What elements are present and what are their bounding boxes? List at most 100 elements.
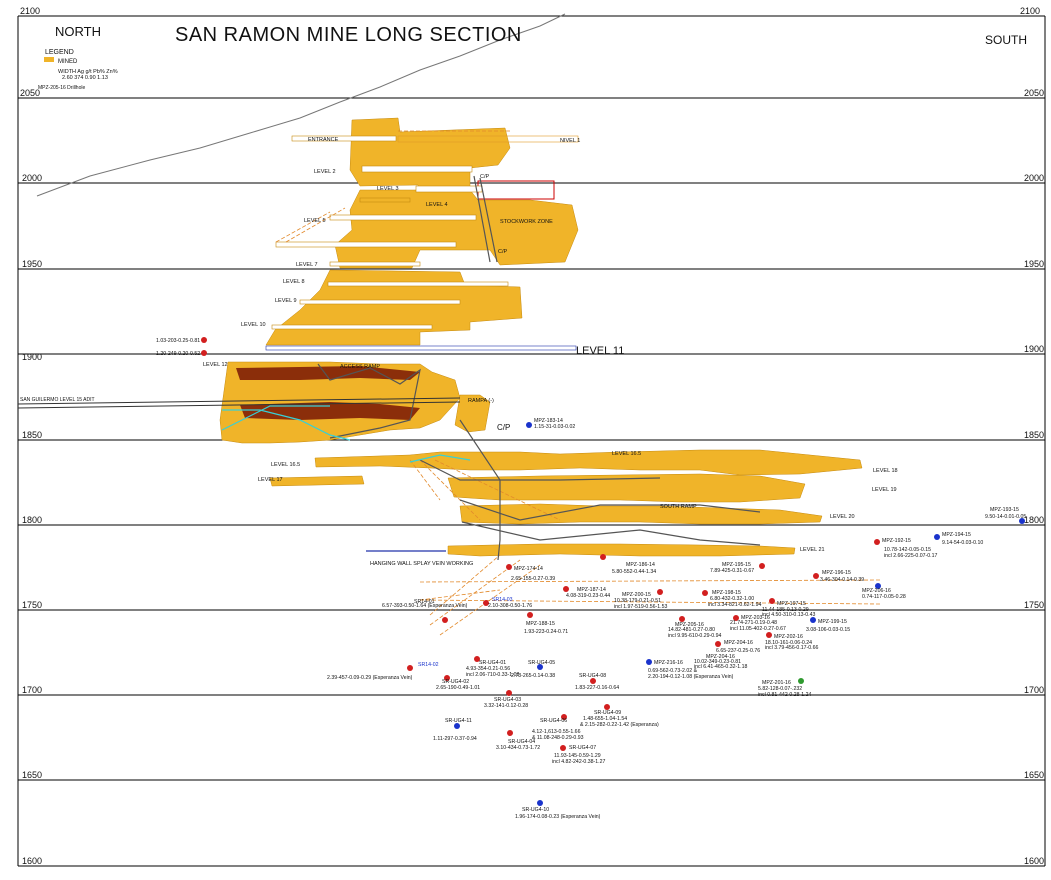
drillhole-dot: [733, 615, 739, 621]
drillhole-dot: [537, 664, 543, 670]
label-cp1: C/P: [480, 174, 490, 180]
cyan-drifts: [221, 405, 471, 463]
drillhole-result: 6.57-393-0.50-1.64 (Esperanza Vein): [382, 603, 468, 609]
drillhole-dot: [810, 617, 816, 623]
drillhole-id: MPZ-197-15: [777, 601, 806, 607]
drillhole-result: 3.32-141-0.12-0.28: [484, 703, 528, 709]
label-level8: LEVEL 8: [283, 279, 305, 285]
legend-mined-label: MINED: [58, 59, 78, 65]
drillhole-dot: [454, 723, 460, 729]
drillhole-result: 0.74-117-0.05-0.28: [862, 594, 906, 600]
elev-right-1850: 1850: [1024, 430, 1044, 440]
drillhole-result: 2.65-155-0.27-0.39: [511, 576, 555, 582]
label-level17: LEVEL 17: [258, 477, 283, 483]
drillhole-result: 2.20-194-0.12-1.08 (Esperanza Vein): [648, 674, 734, 680]
label-adit: SAN GUILERMO LEVEL 15 ADIT: [20, 397, 95, 403]
drillhole-result: 1.93-223-0.24-0.71: [524, 629, 568, 635]
drillhole-id: MPZ-183-14: [534, 418, 563, 424]
planned-drifts: [275, 130, 881, 636]
drillhole-result: 1.96-174-0.08-0.23 (Esperanza Vein): [515, 814, 601, 820]
drillhole-result: incl 0.81-442-0.28-1.24: [758, 692, 811, 698]
drillhole-result: incl 3.79-456-0.17-0.66: [765, 645, 818, 651]
label-level21: LEVEL 21: [800, 547, 825, 553]
drillhole-id: SR14-01: [414, 599, 435, 605]
label-level11: LEVEL 11: [576, 345, 624, 357]
drillhole-id: MPZ-186-14: [626, 562, 655, 568]
drillhole-dot: [201, 337, 207, 343]
legend-width-example: 2.60 374 0.90 1.13: [62, 75, 108, 81]
label-level4: LEVEL 4: [426, 202, 448, 208]
drillhole-dot: [527, 612, 533, 618]
label-level10: LEVEL 10: [241, 322, 266, 328]
label-level165a: LEVEL 16.5: [271, 462, 300, 468]
label-hanging-wall: HANGING WALL SPLAY VEIN WORKING: [370, 561, 473, 567]
drillhole-dot: [442, 617, 448, 623]
page-title: SAN RAMON MINE LONG SECTION: [175, 24, 522, 46]
drillhole-id: MPZ-216-16: [654, 660, 683, 666]
elev-left-1800: 1800: [22, 515, 42, 525]
drillhole-result: incl 2.06-710-0.33-1.03: [466, 672, 519, 678]
drillhole-result: 9.14-54-0.03-0.10: [942, 540, 983, 546]
drillhole-dot: [766, 632, 772, 638]
drillhole-id: SR-UG4-06: [540, 718, 567, 724]
drillhole-dot: [474, 656, 480, 662]
label-level9: LEVEL 9: [275, 298, 297, 304]
drillhole-id: SR-UG4-01: [479, 660, 506, 666]
drillhole-dot: [563, 586, 569, 592]
label-level18: LEVEL 18: [873, 468, 898, 474]
drillhole-result: incl 1.97-519-0.56-1.53: [614, 604, 667, 610]
label-rampa: RAMPA (-): [468, 398, 494, 404]
drillhole-id: MPZ-204-16: [724, 640, 753, 646]
drillhole-result: 11.93-145-0.59-1.29: [554, 753, 601, 759]
drillhole-result: incl 4.82-242-0.38-1.27: [552, 759, 605, 765]
drillhole-dot: [813, 573, 819, 579]
drillhole-id: MPZ-201-16: [762, 680, 791, 686]
drillhole-result: 10.38-179-0.21-0.51: [614, 598, 661, 604]
elev-left-1850: 1850: [22, 430, 42, 440]
label-cp2: C/P: [498, 249, 508, 255]
mined-workings: [219, 117, 863, 557]
drillhole-id: SR-UG4-10: [522, 807, 549, 813]
compass-north: NORTH: [55, 24, 101, 39]
elev-right-1750: 1750: [1024, 600, 1044, 610]
level-drifts: [265, 135, 579, 351]
legend-mined-swatch: [44, 57, 54, 62]
drillhole-id: MPZ-194-15: [942, 532, 971, 538]
drillhole-dot: [560, 745, 566, 751]
label-level12: LEVEL 12: [203, 362, 228, 368]
drillhole-result: & 11.08-248-0.29-0.93: [532, 735, 584, 741]
drillhole-result: 1.03-203-0.25-0.81: [156, 338, 200, 344]
elev-left-1750: 1750: [22, 600, 42, 610]
drillhole-result: 1.83-227-0.16-0.64: [575, 685, 619, 691]
drillhole-id: SR-UG4-08: [579, 673, 606, 679]
elev-right-1600: 1600: [1024, 856, 1044, 866]
drillhole-id: SR-UG4-03: [494, 697, 521, 703]
drillhole-dot: [590, 678, 596, 684]
elev-right-1950: 1950: [1024, 259, 1044, 269]
drillhole-id: SR14-02: [418, 662, 439, 668]
elev-left-2050: 2050: [20, 88, 40, 98]
drillhole-id: MPZ-192-15: [882, 538, 911, 544]
drillhole-dot: [875, 583, 881, 589]
drillhole-result: 2.39-457-0.09-0.29 (Esperanza Vein): [327, 675, 413, 681]
drillhole-id: MPZ-205-16: [675, 622, 704, 628]
elev-right-1900: 1900: [1024, 344, 1044, 354]
compass-south: SOUTH: [985, 33, 1027, 47]
drillhole-id: MPZ-195-15: [722, 562, 751, 568]
drillhole-id: SR-UG4-04: [508, 739, 535, 745]
drillhole-dot: [444, 675, 450, 681]
topographic-surface: [36, 13, 566, 197]
drillhole-dot: [506, 564, 512, 570]
drillhole-dot: [769, 598, 775, 604]
drillhole-id: MPZ-196-15: [822, 570, 851, 576]
legend-drillhole: MPZ-205-16 Drillhole: [38, 85, 85, 91]
drillhole-result: 4.12-1,613-0.55-1.66: [532, 729, 581, 735]
adit-line: [17, 397, 461, 405]
drillhole-result: 1.20-249-0.20-0.52: [156, 351, 200, 357]
drillhole-result: 3.08-106-0.03-0.15: [806, 627, 850, 633]
drillhole-result: 3.46-304-0.14-0.39: [820, 577, 864, 583]
drillhole-result: 6.80-432-0.32-1.00: [710, 596, 754, 602]
elev-left-1900: 1900: [22, 352, 42, 362]
drillhole-id: SR-UG4-07: [569, 745, 596, 751]
